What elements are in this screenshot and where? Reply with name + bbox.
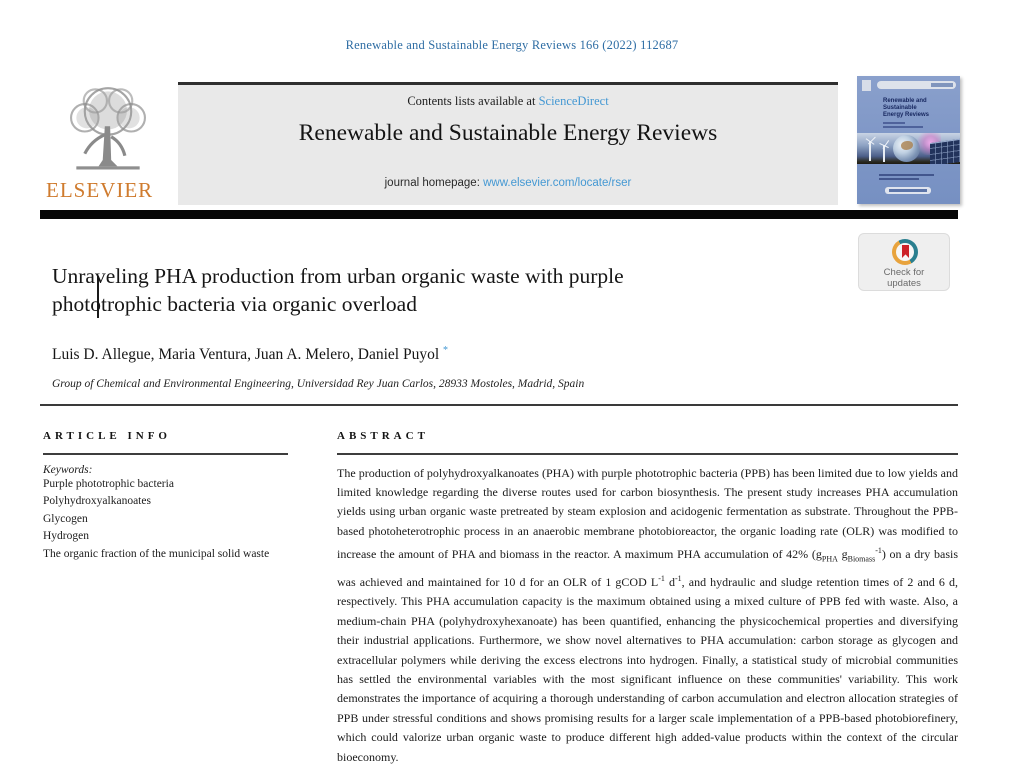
abstract-rule	[337, 453, 958, 455]
cover-footer-text	[879, 174, 939, 182]
contents-line: Contents lists available at ScienceDirec…	[178, 94, 838, 109]
cover-editor-line	[883, 126, 923, 128]
journal-title: Renewable and Sustainable Energy Reviews	[298, 120, 718, 146]
article-title: Unraveling PHA production from urban org…	[52, 264, 624, 316]
keyword-item: Glycogen	[43, 512, 88, 525]
cover-sciencedirect-strip	[885, 187, 931, 194]
sciencedirect-link[interactable]: ScienceDirect	[538, 94, 609, 108]
abstract-heading: ABSTRACT	[337, 430, 429, 442]
elsevier-tree-icon	[70, 87, 146, 170]
cover-photo	[857, 133, 960, 164]
elsevier-logo: ELSEVIER	[40, 82, 178, 205]
keyword-item: Purple phototrophic bacteria	[43, 477, 174, 490]
cover-title: Renewable and Sustainable Energy Reviews	[883, 98, 930, 118]
journal-banner: Contents lists available at ScienceDirec…	[178, 82, 838, 205]
homepage-prefix: journal homepage:	[384, 177, 484, 189]
elsevier-wordmark: ELSEVIER	[46, 178, 154, 202]
abstract-column: ABSTRACT The production of polyhydroxyal…	[337, 430, 958, 767]
crossmark-icon	[892, 239, 918, 265]
section-divider-rule	[40, 404, 958, 406]
homepage-line: journal homepage: www.elsevier.com/locat…	[178, 177, 838, 189]
header-divider-bar	[40, 210, 958, 219]
check-for-updates-badge[interactable]: Check for updates	[858, 233, 950, 291]
solar-panel-image	[930, 138, 960, 164]
author-list: Luis D. Allegue, Maria Ventura, Juan A. …	[52, 345, 449, 364]
article-info-rule	[43, 453, 288, 455]
article-info-column: ARTICLE INFO Keywords: Purple phototroph…	[43, 430, 288, 563]
cover-editor-line	[883, 122, 905, 124]
keywords-label: Keywords:	[43, 463, 93, 476]
corresponding-author-link[interactable]: *	[443, 345, 449, 356]
contents-prefix: Contents lists available at	[407, 94, 539, 108]
journal-citation: Renewable and Sustainable Energy Reviews…	[345, 38, 679, 52]
article-info-heading: ARTICLE INFO	[43, 430, 171, 442]
badge-label: Check for updates	[883, 267, 925, 289]
text-cursor	[97, 276, 99, 318]
journal-cover-thumbnail: Renewable and Sustainable Energy Reviews	[857, 76, 960, 204]
homepage-link[interactable]: www.elsevier.com/locate/rser	[483, 177, 632, 189]
keyword-item: Hydrogen	[43, 530, 89, 542]
keyword-item: Polyhydroxyalkanoates	[43, 495, 151, 507]
cover-header-bar	[877, 81, 956, 89]
keyword-item: The organic fraction of the municipal so…	[43, 547, 270, 560]
affiliation: Group of Chemical and Environmental Engi…	[52, 378, 585, 390]
cover-logo-chip	[862, 80, 871, 91]
abstract-text: The production of polyhydroxyalkanoates …	[337, 465, 959, 764]
